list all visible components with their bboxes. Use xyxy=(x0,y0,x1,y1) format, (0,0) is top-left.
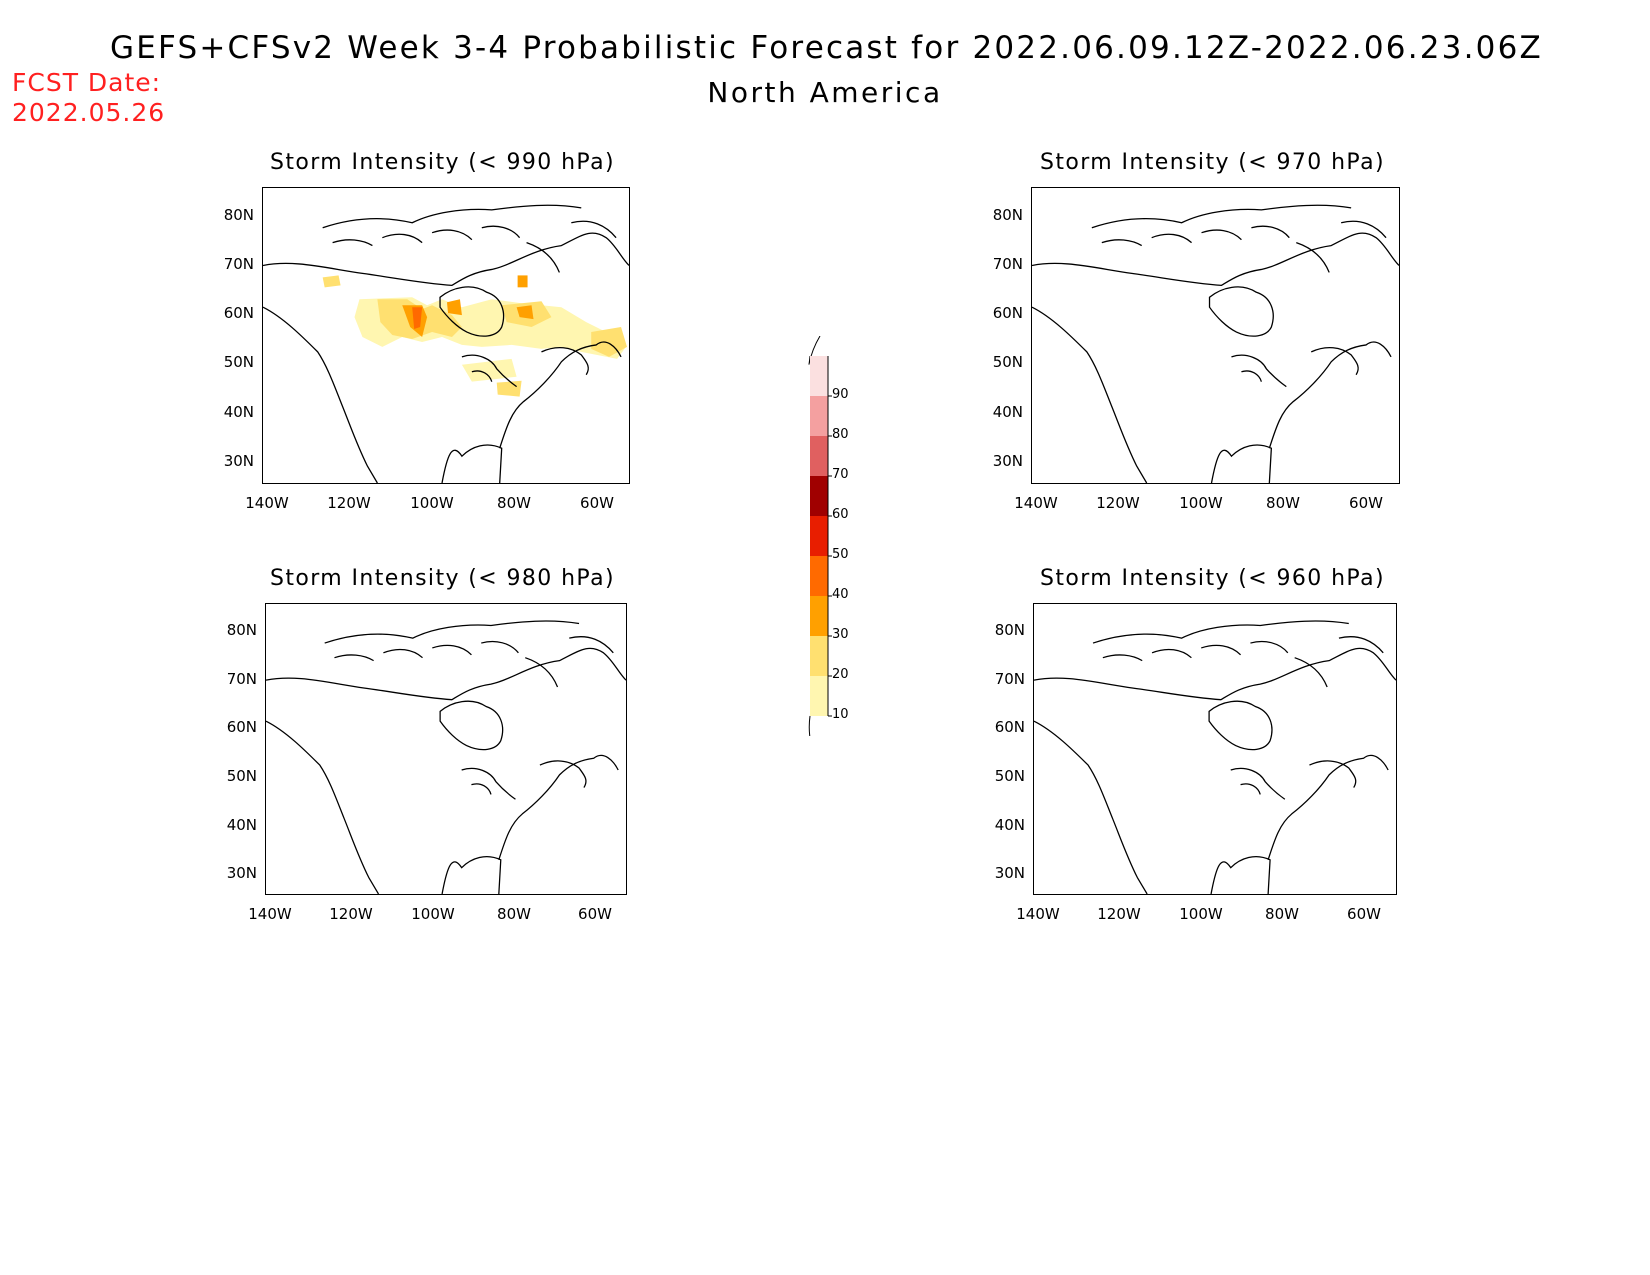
lon-label: 140W xyxy=(245,494,289,512)
lat-label: 50N xyxy=(226,767,257,785)
lat-label: 30N xyxy=(226,864,257,882)
lat-label: 50N xyxy=(992,353,1023,371)
lat-label: 40N xyxy=(226,816,257,834)
panel-title-970: Storm Intensity (< 970 hPa) xyxy=(1040,150,1385,175)
lat-label: 80N xyxy=(994,621,1025,639)
lon-label: 120W xyxy=(1096,494,1140,512)
lat-label: 70N xyxy=(223,255,254,273)
lat-label: 70N xyxy=(992,255,1023,273)
lon-label: 140W xyxy=(1014,494,1058,512)
lon-label: 60W xyxy=(1349,494,1383,512)
map-panel-970 xyxy=(1031,187,1400,484)
lon-label: 100W xyxy=(411,905,455,923)
lon-label: 60W xyxy=(1347,905,1381,923)
page-subtitle: North America xyxy=(707,76,943,109)
colorbar-swatch xyxy=(810,396,828,436)
panel-title-990: Storm Intensity (< 990 hPa) xyxy=(270,150,615,175)
panel-title-980: Storm Intensity (< 980 hPa) xyxy=(270,566,615,591)
coastline-outline xyxy=(1032,204,1399,483)
colorbar-label: 10 xyxy=(832,707,849,722)
lat-label: 40N xyxy=(223,403,254,421)
map-panel-960 xyxy=(1033,603,1397,895)
colorbar-label: 20 xyxy=(832,667,849,682)
colorbar-swatch xyxy=(810,676,828,716)
lon-label: 140W xyxy=(1016,905,1060,923)
lat-label: 40N xyxy=(992,403,1023,421)
coastline-outline xyxy=(1034,620,1396,894)
colorbar-swatch xyxy=(810,556,828,596)
colorbar-swatch xyxy=(810,636,828,676)
colorbar-label: 70 xyxy=(832,467,849,482)
colorbar-label: 30 xyxy=(832,627,849,642)
lat-label: 80N xyxy=(226,621,257,639)
lon-label: 120W xyxy=(329,905,373,923)
colorbar-swatch xyxy=(810,436,828,476)
lat-label: 30N xyxy=(223,452,254,470)
lon-label: 100W xyxy=(410,494,454,512)
lon-label: 120W xyxy=(1097,905,1141,923)
lat-label: 50N xyxy=(223,353,254,371)
coastline-outline xyxy=(263,204,629,483)
lat-label: 80N xyxy=(223,206,254,224)
lon-label: 80W xyxy=(1266,494,1300,512)
lat-label: 70N xyxy=(994,670,1025,688)
colorbar-label: 80 xyxy=(832,427,849,442)
colorbar-swatch xyxy=(810,476,828,516)
coastline-outline xyxy=(266,620,626,894)
colorbar-swatch xyxy=(810,596,828,636)
map-panel-980 xyxy=(265,603,627,895)
lon-label: 80W xyxy=(1265,905,1299,923)
lat-label: 60N xyxy=(994,718,1025,736)
lon-label: 100W xyxy=(1179,494,1223,512)
lon-label: 120W xyxy=(327,494,371,512)
lat-label: 60N xyxy=(226,718,257,736)
lon-label: 80W xyxy=(497,905,531,923)
colorbar-svg xyxy=(808,335,832,757)
lat-label: 80N xyxy=(992,206,1023,224)
forecast-date-value: 2022.05.26 xyxy=(12,98,166,127)
lat-label: 50N xyxy=(994,767,1025,785)
lat-label: 60N xyxy=(223,304,254,322)
colorbar-label: 50 xyxy=(832,547,849,562)
forecast-date-block: FCST Date: 2022.05.26 xyxy=(12,68,165,128)
lon-label: 140W xyxy=(248,905,292,923)
lat-label: 40N xyxy=(994,816,1025,834)
lat-label: 60N xyxy=(992,304,1023,322)
colorbar-swatch xyxy=(810,356,828,396)
lat-label: 30N xyxy=(992,452,1023,470)
panel-title-960: Storm Intensity (< 960 hPa) xyxy=(1040,566,1385,591)
lat-label: 70N xyxy=(226,670,257,688)
colorbar-label: 40 xyxy=(832,587,849,602)
page-title: GEFS+CFSv2 Week 3-4 Probabilistic Foreca… xyxy=(110,30,1543,66)
lon-label: 100W xyxy=(1179,905,1223,923)
probability-shading xyxy=(322,275,628,397)
lat-label: 30N xyxy=(994,864,1025,882)
colorbar-label: 90 xyxy=(832,387,849,402)
forecast-date-label: FCST Date: xyxy=(12,68,162,97)
colorbar-swatch xyxy=(810,516,828,556)
colorbar-label: 60 xyxy=(832,507,849,522)
map-panel-990 xyxy=(262,187,630,484)
lon-label: 60W xyxy=(580,494,614,512)
colorbar xyxy=(808,335,878,757)
lon-label: 60W xyxy=(578,905,612,923)
lon-label: 80W xyxy=(497,494,531,512)
